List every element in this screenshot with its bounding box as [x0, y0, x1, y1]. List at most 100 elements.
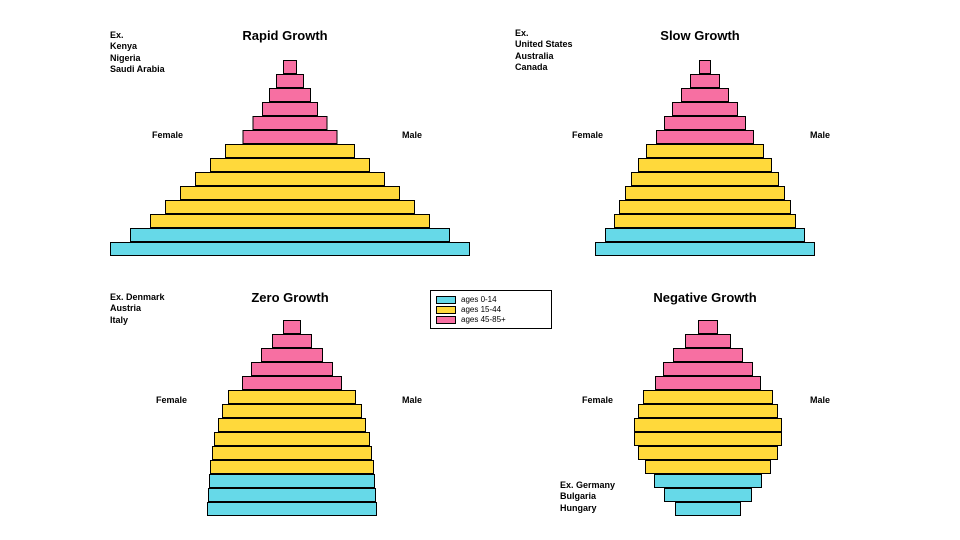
zero-example-line: Austria: [110, 303, 165, 314]
negative-bar: [638, 446, 778, 460]
slow-bar: [619, 200, 791, 214]
slow-title: Slow Growth: [660, 28, 739, 43]
slow-example-line: Ex.: [515, 28, 573, 39]
negative-male-label: Male: [810, 395, 830, 405]
slow-bar: [646, 144, 764, 158]
negative-title: Negative Growth: [653, 290, 756, 305]
slow-bar: [690, 74, 720, 88]
rapid-bar: [283, 60, 297, 74]
rapid-bar: [110, 242, 470, 256]
slow-bar: [672, 102, 738, 116]
negative-example-line: Hungary: [560, 503, 615, 514]
negative-bar: [673, 348, 743, 362]
negative-bar: [664, 488, 752, 502]
rapid-bar: [225, 144, 355, 158]
zero-bar: [214, 432, 370, 446]
negative-bar: [645, 460, 771, 474]
legend-item: ages 0-14: [436, 295, 546, 304]
zero-examples: Ex. DenmarkAustriaItaly: [110, 292, 165, 326]
slow-bar: [664, 116, 746, 130]
slow-bar: [625, 186, 785, 200]
slow-example-line: Australia: [515, 51, 573, 62]
negative-female-label: Female: [582, 395, 613, 405]
rapid-bar: [165, 200, 415, 214]
slow-male-label: Male: [810, 130, 830, 140]
negative-bar: [655, 376, 761, 390]
rapid-examples: Ex.KenyaNigeriaSaudi Arabia: [110, 30, 165, 75]
zero-bar: [242, 376, 342, 390]
negative-bar: [663, 362, 753, 376]
negative-bar: [638, 404, 778, 418]
legend-label: ages 0-14: [461, 295, 497, 304]
legend-item: ages 15-44: [436, 305, 546, 314]
slow-female-label: Female: [572, 130, 603, 140]
slow-bar: [699, 60, 711, 74]
rapid-title: Rapid Growth: [242, 28, 327, 43]
rapid-example-line: Nigeria: [110, 53, 165, 64]
zero-bar: [272, 334, 312, 348]
negative-bar: [634, 432, 782, 446]
rapid-bar: [253, 116, 328, 130]
zero-pyramid: [291, 320, 293, 516]
slow-bar: [656, 130, 754, 144]
slow-bar: [614, 214, 796, 228]
rapid-bar: [262, 102, 318, 116]
rapid-bar: [243, 130, 338, 144]
zero-bar: [212, 446, 372, 460]
zero-title: Zero Growth: [251, 290, 328, 305]
rapid-example-line: Saudi Arabia: [110, 64, 165, 75]
rapid-male-label: Male: [402, 130, 422, 140]
zero-bar: [251, 362, 333, 376]
zero-bar: [208, 488, 376, 502]
slow-examples: Ex.United StatesAustraliaCanada: [515, 28, 573, 73]
zero-bar: [283, 320, 301, 334]
rapid-bar: [210, 158, 370, 172]
zero-male-label: Male: [402, 395, 422, 405]
population-pyramids-infographic: Rapid GrowthEx.KenyaNigeriaSaudi ArabiaF…: [0, 0, 960, 540]
zero-bar: [261, 348, 323, 362]
zero-bar: [210, 460, 374, 474]
rapid-bar: [180, 186, 400, 200]
zero-bar: [228, 390, 356, 404]
zero-example-line: Ex. Denmark: [110, 292, 165, 303]
negative-bar: [634, 418, 782, 432]
rapid-female-label: Female: [152, 130, 183, 140]
negative-bar: [643, 390, 773, 404]
negative-example-line: Bulgaria: [560, 491, 615, 502]
rapid-pyramid: [289, 60, 291, 256]
rapid-bar: [195, 172, 385, 186]
zero-bar: [222, 404, 362, 418]
legend-item: ages 45-85+: [436, 315, 546, 324]
slow-bar: [638, 158, 772, 172]
zero-bar: [209, 474, 375, 488]
rapid-bar: [269, 88, 311, 102]
negative-bar: [685, 334, 731, 348]
zero-bar: [218, 418, 366, 432]
zero-example-line: Italy: [110, 315, 165, 326]
slow-example-line: Canada: [515, 62, 573, 73]
negative-bar: [675, 502, 741, 516]
rapid-example-line: Kenya: [110, 41, 165, 52]
slow-bar: [595, 242, 815, 256]
legend: ages 0-14ages 15-44ages 45-85+: [430, 290, 552, 329]
slow-bar: [631, 172, 779, 186]
rapid-bar: [150, 214, 430, 228]
negative-bar: [698, 320, 718, 334]
zero-female-label: Female: [156, 395, 187, 405]
slow-bar: [681, 88, 729, 102]
slow-bar: [605, 228, 805, 242]
legend-swatch: [436, 306, 456, 314]
rapid-example-line: Ex.: [110, 30, 165, 41]
rapid-bar: [130, 228, 450, 242]
zero-bar: [207, 502, 377, 516]
negative-pyramid: [707, 320, 709, 516]
negative-examples: Ex. GermanyBulgariaHungary: [560, 480, 615, 514]
rapid-bar: [276, 74, 304, 88]
negative-bar: [654, 474, 762, 488]
slow-example-line: United States: [515, 39, 573, 50]
legend-swatch: [436, 296, 456, 304]
legend-label: ages 45-85+: [461, 315, 506, 324]
legend-label: ages 15-44: [461, 305, 501, 314]
slow-pyramid: [704, 60, 706, 256]
negative-example-line: Ex. Germany: [560, 480, 615, 491]
